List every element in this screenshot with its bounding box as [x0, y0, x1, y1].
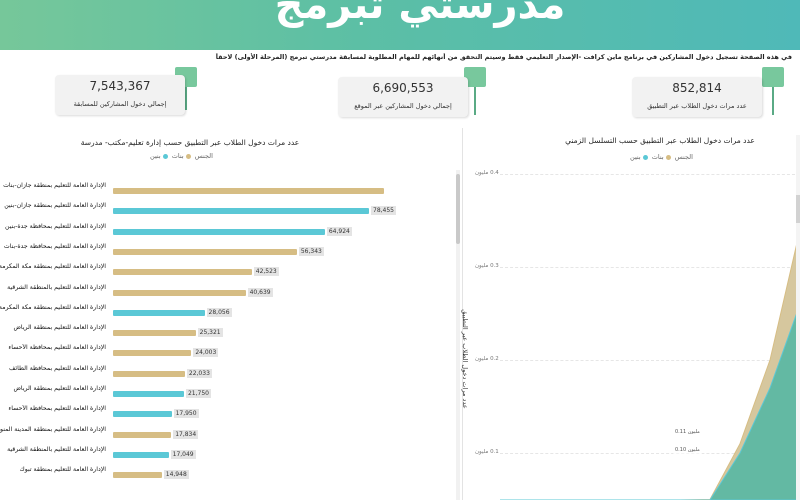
bar[interactable] [113, 391, 184, 397]
bar-value-label: 14,948 [163, 470, 189, 480]
bar-category-label: الإدارة العامة للتعليم بمحافظة جدة-بنات [3, 242, 106, 250]
bar-value-label: 40,639 [247, 287, 273, 297]
legend-boys[interactable]: بنين [630, 153, 641, 161]
grid-line [500, 267, 800, 268]
bar[interactable] [113, 451, 169, 458]
bar[interactable] [113, 431, 172, 438]
legend-boys[interactable]: بنين [150, 152, 161, 160]
y-tick: 0.1 مليون [475, 449, 499, 455]
line-chart-legend: الجنس بنات بنين [630, 153, 693, 161]
y-tick: 0.4 مليون [475, 170, 499, 176]
bar-value-label: 78,455 [371, 206, 396, 216]
kpi-value: 6,690,553 [372, 81, 434, 95]
right-scrollbar[interactable] [796, 135, 800, 500]
bar-value-label: 24,003 [193, 348, 219, 358]
kpi-value: 7,543,367 [89, 79, 151, 93]
kpi-flag-icon [762, 67, 784, 87]
bar-chart-scrollbar[interactable] [456, 170, 460, 500]
y-tick: 0.3 مليون [475, 263, 499, 269]
bar-value-label: 17,950 [173, 409, 199, 419]
kpi-card-website[interactable]: 6,690,553 إجمالي دخول المشاركين عبر المو… [338, 77, 468, 117]
bar-category-label: الإدارة العامة للتعليم بمحافظة جدة-بنين [5, 222, 106, 230]
bar[interactable] [113, 228, 325, 235]
brand-title: مدرستي تبرمج [274, 0, 566, 28]
legend-title: الجنس [194, 152, 213, 160]
grid-line [500, 174, 800, 175]
kpi-value: 852,814 [672, 81, 722, 95]
bar-category-label: الإدارة العامة للتعليم بالمنطقة الشرقية [7, 283, 106, 291]
data-tooltip: 0.10 مليون [673, 446, 702, 454]
boys-dot-icon [162, 153, 168, 159]
bar-value-label: 25,321 [197, 328, 223, 338]
bar[interactable] [113, 330, 196, 337]
area-series[interactable] [500, 304, 800, 500]
bar[interactable] [113, 269, 252, 276]
bar[interactable] [113, 309, 205, 316]
legend-title: الجنس [674, 153, 693, 161]
boys-dot-icon [642, 154, 648, 160]
bar[interactable] [113, 472, 162, 479]
bar[interactable] [113, 370, 185, 377]
header-banner: مدرستي تبرمج [0, 0, 800, 50]
bar[interactable] [113, 208, 369, 215]
bar-category-label: الإدارة العامة للتعليم بمحافظة الأحساء [8, 344, 106, 352]
grid-line [500, 360, 800, 361]
kpi-card-app[interactable]: 852,814 عدد مرات دخول الطلاب عبر التطبيق [632, 77, 762, 117]
bar-category-label: الإدارة العامة للتعليم بمنطقة مكة المكرم… [0, 303, 106, 311]
panel-divider [462, 128, 463, 500]
bar-category-label: الإدارة العامة للتعليم بمنطقة جازان-بنين [4, 202, 106, 210]
bar-category-label: الإدارة العامة للتعليم بمنطقة الرياض [13, 324, 106, 332]
kpi-flag-pole [772, 80, 774, 115]
girls-dot-icon [185, 153, 191, 159]
kpi-flag-icon [464, 67, 486, 87]
kpi-flag-pole [185, 80, 187, 110]
line-chart-title: عدد مرات دخول الطلاب عبر التطبيق حسب الت… [565, 136, 755, 145]
bar[interactable] [113, 188, 384, 194]
legend-girls[interactable]: بنات [171, 152, 184, 160]
bar-value-label: 17,049 [170, 449, 196, 459]
bar-chart-title: عدد مرات دخول الطلاب عبر التطبيق حسب إدا… [80, 138, 300, 147]
bar-value-label: 21,750 [185, 389, 211, 398]
bar[interactable] [113, 289, 246, 296]
bar[interactable] [113, 248, 297, 255]
scrollbar-thumb[interactable] [456, 174, 460, 244]
bar[interactable] [113, 411, 172, 418]
bar-value-label: 42,523 [253, 267, 279, 277]
grid-line [500, 453, 800, 454]
bar-category-label: الإدارة العامة للتعليم بمحافظة الطائف [9, 364, 106, 372]
bar-value-label: 22,033 [186, 368, 212, 378]
kpi-card-total[interactable]: 7,543,367 إجمالي دخول المشاركين للمسابقة [55, 75, 185, 115]
bar[interactable] [113, 350, 192, 357]
kpi-label: إجمالي دخول المشاركين للمسابقة [73, 100, 167, 108]
bar-value-label: 56,343 [298, 246, 324, 256]
bar-value-label: 17,834 [173, 429, 199, 439]
bar-category-label: الإدارة العامة للتعليم بمنطقة تبوك [19, 466, 106, 474]
notice-text: في هذه الصفحة تسجيل دخول المشاركين في بر… [215, 53, 792, 61]
kpi-label: إجمالي دخول المشاركين عبر الموقع [354, 102, 452, 110]
bar-category-label: الإدارة العامة للتعليم بمنطقة الرياض [13, 385, 106, 392]
data-tooltip: 0.11 مليون [673, 428, 702, 436]
bar-category-label: الإدارة العامة للتعليم بمنطقة مكة المكرم… [0, 263, 106, 271]
bar-category-label: الإدارة العامة للتعليم بمنطقة جازان-بنات [3, 182, 106, 189]
girls-dot-icon [665, 154, 671, 160]
kpi-label: عدد مرات دخول الطلاب عبر التطبيق [647, 102, 747, 110]
bar-value-label: 64,924 [326, 226, 352, 236]
bar-category-label: الإدارة العامة للتعليم بمنطقة المدينة ال… [0, 425, 106, 433]
bar-category-label: الإدارة العامة للتعليم بمحافظة الأحساء [8, 405, 106, 413]
kpi-flag-pole [474, 80, 476, 115]
scrollbar-thumb[interactable] [796, 195, 800, 223]
bar-chart-legend: الجنس بنات بنين [150, 152, 213, 160]
legend-girls[interactable]: بنات [651, 153, 664, 161]
bar-value-label: 28,056 [206, 307, 232, 317]
y-tick: 0.2 مليون [475, 356, 499, 362]
bar-category-label: الإدارة العامة للتعليم بالمنطقة الشرقية [7, 445, 106, 453]
